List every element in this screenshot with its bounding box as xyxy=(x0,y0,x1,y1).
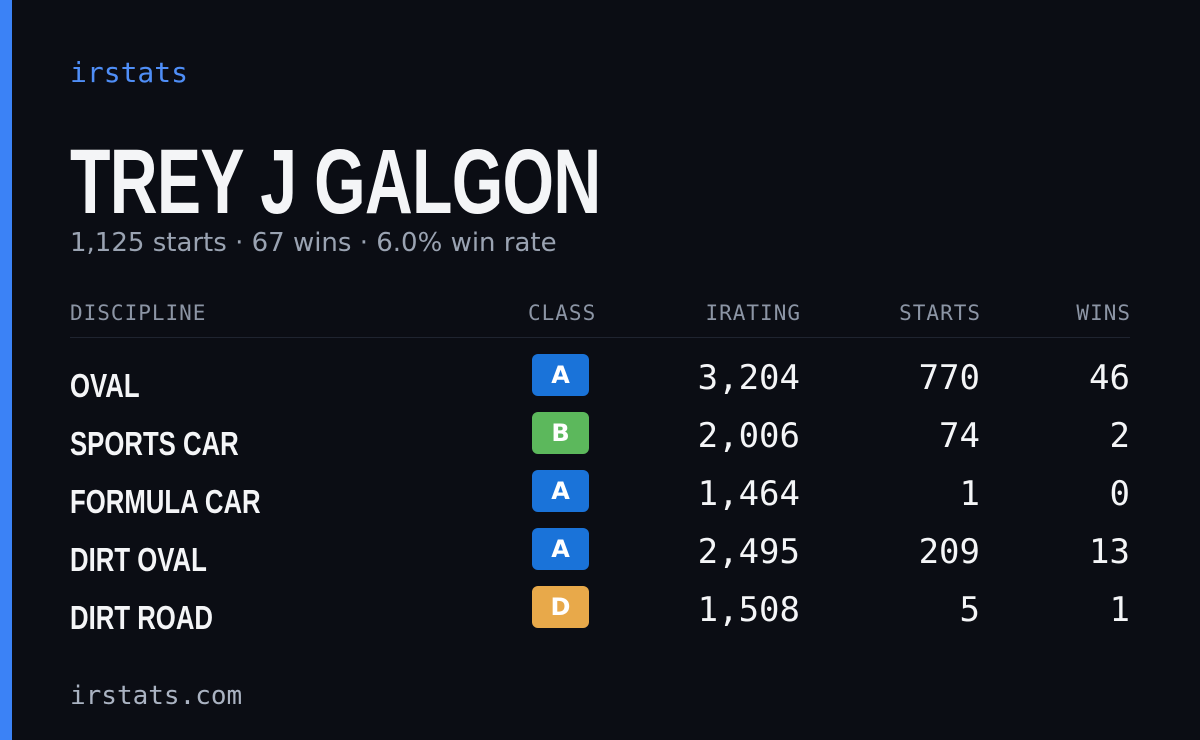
class-badge: D xyxy=(532,586,589,628)
brand: irstats xyxy=(70,56,189,89)
discipline: DIRT OVAL xyxy=(70,541,207,578)
class-badge: A xyxy=(532,354,589,396)
irating: 2,495 xyxy=(697,532,800,572)
wins: 0 xyxy=(1109,474,1130,514)
discipline: SPORTS CAR xyxy=(70,425,239,462)
irating: 2,006 xyxy=(697,416,800,456)
irating: 1,464 xyxy=(697,474,800,514)
irating: 3,204 xyxy=(697,358,800,398)
discipline: FORMULA CAR xyxy=(70,483,261,520)
class-badge: A xyxy=(532,528,589,570)
starts: 74 xyxy=(939,416,980,456)
starts: 770 xyxy=(918,358,980,398)
driver-name: TREY J GALGON xyxy=(70,131,601,233)
starts: 5 xyxy=(959,590,980,630)
discipline: DIRT ROAD xyxy=(70,599,213,636)
wins: 1 xyxy=(1109,590,1130,630)
wins: 2 xyxy=(1109,416,1130,456)
column-header: DISCIPLINE xyxy=(70,301,207,325)
starts: 209 xyxy=(918,532,980,572)
header-rule xyxy=(70,337,1130,338)
column-header: WINS xyxy=(1076,301,1131,325)
irating: 1,508 xyxy=(697,590,800,630)
wins: 13 xyxy=(1089,532,1130,572)
class-badge: B xyxy=(532,412,589,454)
footer: irstats.com xyxy=(70,681,243,711)
summary: 1,125 starts · 67 wins · 6.0% win rate xyxy=(70,228,557,258)
accent-bar xyxy=(0,0,12,740)
column-header: IRATING xyxy=(705,301,801,325)
discipline: OVAL xyxy=(70,367,140,404)
starts: 1 xyxy=(959,474,980,514)
wins: 46 xyxy=(1089,358,1130,398)
column-header: CLASS xyxy=(528,301,597,325)
class-badge: A xyxy=(532,470,589,512)
column-header: STARTS xyxy=(899,301,981,325)
